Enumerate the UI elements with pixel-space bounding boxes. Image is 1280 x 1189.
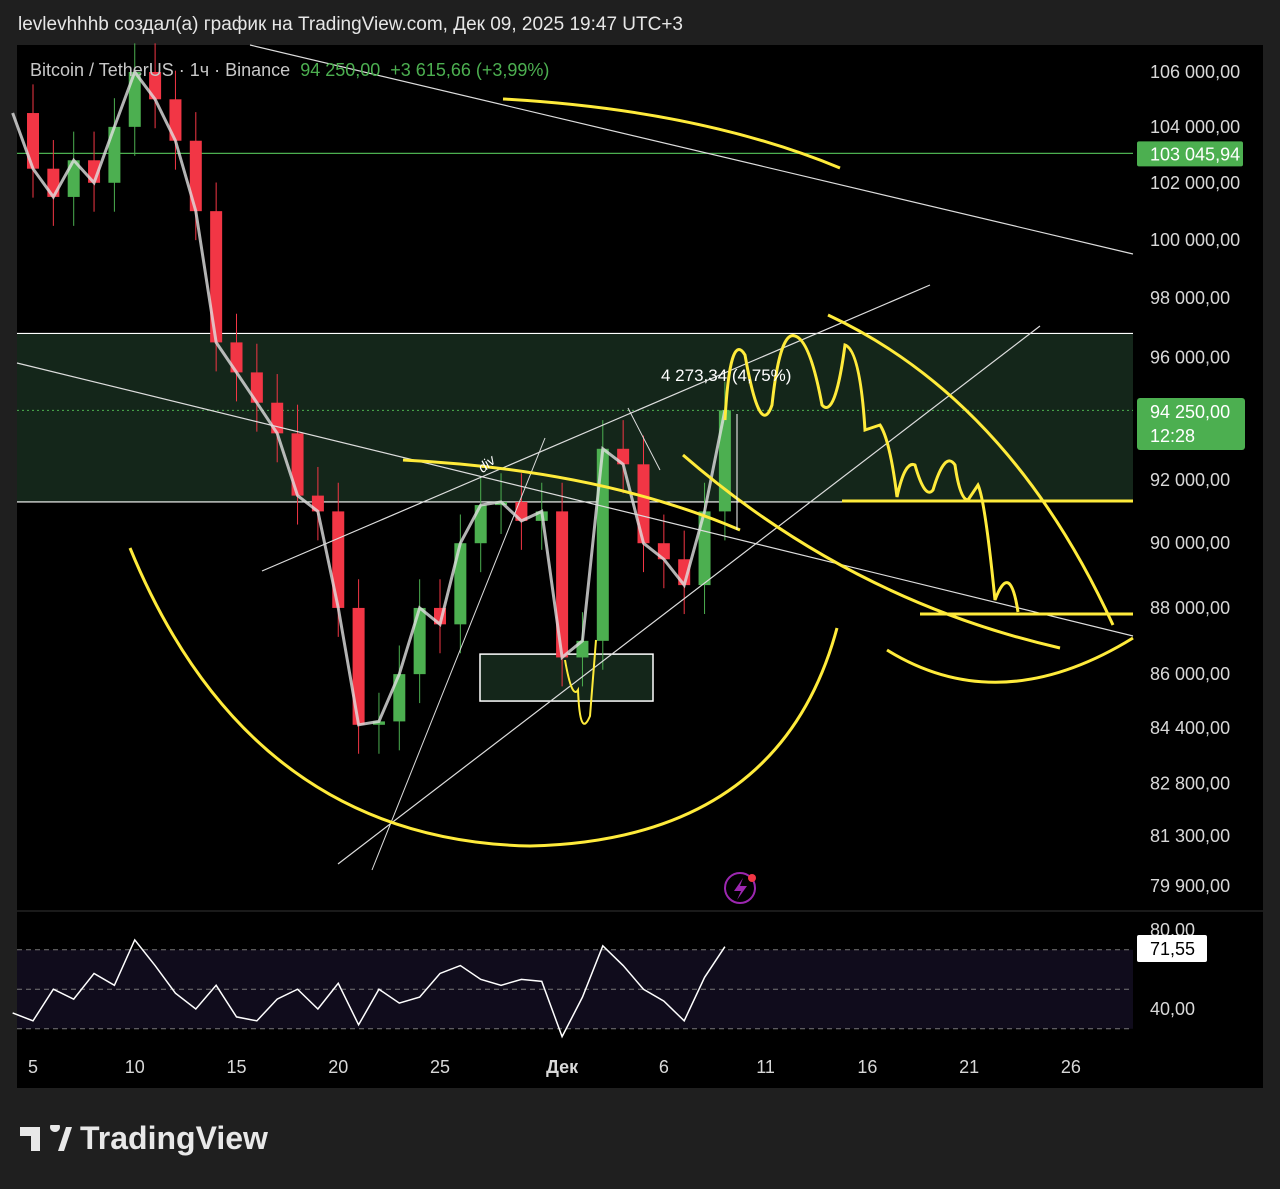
symbol-legend[interactable]: Bitcoin / TetherUS · 1ч · Binance 94 250…: [30, 60, 549, 81]
time-tick-label: 16: [857, 1057, 877, 1077]
user-drawings[interactable]: 4 273,34 (4,75%) div: [16, 44, 1134, 871]
time-tick-label: 21: [959, 1057, 979, 1077]
candle[interactable]: [149, 72, 162, 100]
candle[interactable]: [210, 211, 223, 343]
symbol-name: Bitcoin / TetherUS · 1ч · Binance: [30, 60, 291, 80]
chart-background: [17, 45, 1263, 1088]
candle[interactable]: [454, 543, 467, 625]
candle[interactable]: [250, 372, 263, 403]
rsi-value-badge: [1137, 935, 1207, 962]
trendline[interactable]: [627, 407, 661, 471]
time-tick-label: 26: [1061, 1057, 1081, 1077]
trendline[interactable]: [261, 284, 931, 572]
yellow-curve[interactable]: [682, 453, 1061, 650]
time-tick-label: 20: [328, 1057, 348, 1077]
yellow-scribble[interactable]: [564, 639, 597, 725]
price-tick-label: 90 000,00: [1150, 533, 1230, 553]
consolidation-zone[interactable]: [17, 333, 1133, 502]
brand-name: TradingView: [80, 1120, 268, 1156]
price-tick-label: 79 900,00: [1150, 876, 1230, 896]
time-tick-label: Дек: [546, 1057, 579, 1077]
legend-price: 94 250,00: [300, 60, 381, 80]
candle[interactable]: [189, 140, 202, 212]
yellow-curve[interactable]: [402, 458, 741, 532]
rsi-line[interactable]: [12, 938, 726, 1039]
yellow-curve[interactable]: [886, 636, 1134, 684]
price-tick-label: 82 800,00: [1150, 773, 1230, 793]
candle[interactable]: [596, 448, 609, 641]
time-tick-label: 5: [28, 1057, 38, 1077]
price-tick-label: 86 000,00: [1150, 664, 1230, 684]
yellow-arc[interactable]: [128, 547, 839, 848]
candle[interactable]: [230, 342, 243, 373]
price-tick-label: 88 000,00: [1150, 598, 1230, 618]
time-tick-label: 10: [125, 1057, 145, 1077]
bar-countdown: 12:28: [1150, 426, 1195, 446]
measure-label: 4 273,34 (4,75%): [661, 366, 791, 385]
candle[interactable]: [372, 721, 385, 725]
price-tick-label: 81 300,00: [1150, 826, 1230, 846]
tv-logo-icon: [20, 1124, 72, 1151]
time-tick-label: 11: [756, 1057, 775, 1077]
trendline[interactable]: [337, 325, 1041, 865]
candle[interactable]: [474, 505, 487, 544]
price-tick-label: 98 000,00: [1150, 288, 1230, 308]
candle[interactable]: [393, 674, 406, 722]
candle[interactable]: [67, 160, 80, 197]
candle[interactable]: [413, 607, 426, 675]
hline-price-text: 103 045,94: [1150, 144, 1240, 164]
rsi-value-text: 71,55: [1150, 939, 1195, 959]
price-tick-label: 104 000,00: [1150, 117, 1240, 137]
trendline[interactable]: [16, 362, 1134, 637]
candle[interactable]: [556, 511, 569, 658]
price-tick-label: 102 000,00: [1150, 173, 1240, 193]
candle[interactable]: [332, 511, 345, 608]
yellow-curve[interactable]: [502, 97, 841, 170]
candle[interactable]: [352, 607, 365, 725]
candle[interactable]: [108, 126, 121, 183]
tradingview-logo[interactable]: TradingView: [20, 1120, 268, 1157]
candle[interactable]: [637, 464, 650, 544]
price-tick-label: 106 000,00: [1150, 62, 1240, 82]
candle[interactable]: [169, 99, 182, 141]
price-tick-label: 92 000,00: [1150, 470, 1230, 490]
candle[interactable]: [128, 72, 141, 127]
moving-average-line: [11, 68, 727, 727]
candle[interactable]: [698, 511, 711, 586]
legend-change: +3 615,66 (+3,99%): [390, 60, 550, 80]
current-price-text: 94 250,00: [1150, 402, 1230, 422]
rsi-tick-label: 40,00: [1150, 999, 1195, 1019]
hline-price-badge: [1137, 141, 1243, 167]
price-tick-label: 84 400,00: [1150, 718, 1230, 738]
price-tick-label: 100 000,00: [1150, 230, 1240, 250]
candle[interactable]: [27, 113, 39, 169]
price-tick-label: 96 000,00: [1150, 347, 1230, 367]
chart-caption: levlevhhhb создал(а) график на TradingVi…: [18, 14, 683, 35]
time-tick-label: 15: [226, 1057, 246, 1077]
trendline[interactable]: [371, 437, 546, 871]
yellow-arc[interactable]: [827, 313, 1115, 626]
candle[interactable]: [291, 433, 304, 496]
time-tick-label: 25: [430, 1057, 450, 1077]
time-tick-label: 6: [659, 1057, 669, 1077]
support-rectangle[interactable]: [479, 653, 654, 702]
trendline[interactable]: [249, 44, 1134, 255]
lightning-icon[interactable]: [724, 872, 756, 904]
current-price-badge: [1137, 398, 1245, 450]
